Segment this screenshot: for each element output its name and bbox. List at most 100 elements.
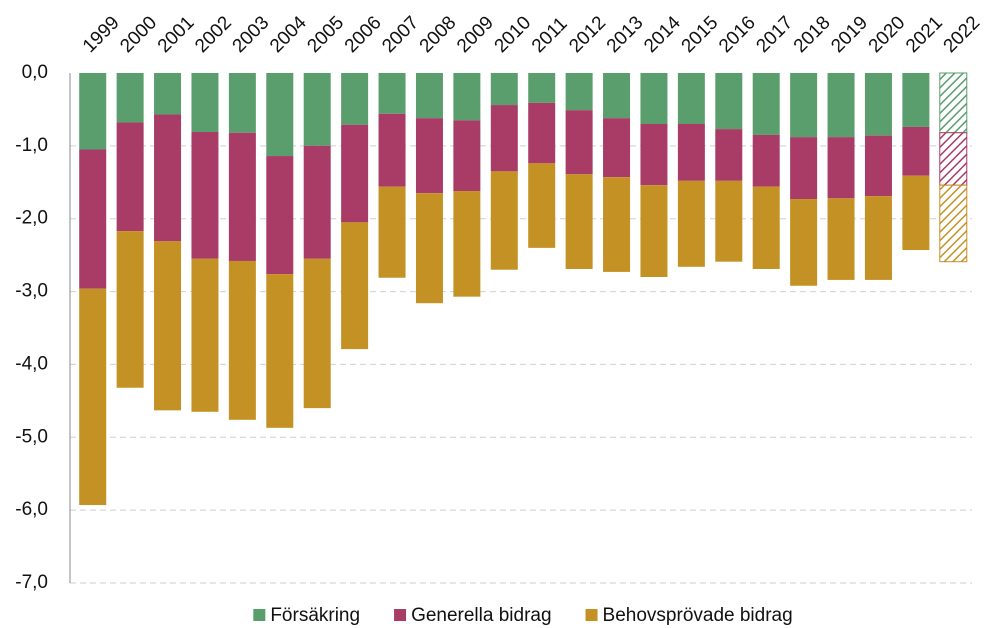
bar-segment bbox=[266, 156, 294, 275]
bar-segment bbox=[715, 180, 743, 262]
bar-segment bbox=[603, 73, 631, 119]
bar-segment bbox=[603, 177, 631, 272]
y-tick-label: -4,0 bbox=[15, 353, 48, 374]
bar-segment bbox=[415, 193, 443, 304]
bar-segment bbox=[902, 126, 930, 176]
bar-segment bbox=[79, 149, 107, 289]
y-tick-label: -7,0 bbox=[15, 572, 48, 593]
bar-segment bbox=[752, 73, 780, 135]
x-tick-label: 2008 bbox=[416, 12, 461, 57]
bar-segment bbox=[341, 73, 369, 125]
bar-segment bbox=[378, 186, 406, 278]
bar-segment bbox=[528, 102, 556, 164]
bar-segment bbox=[752, 134, 780, 187]
bar-segment bbox=[191, 73, 219, 133]
bar-segment bbox=[79, 288, 107, 506]
bar-segment bbox=[266, 274, 294, 428]
y-tick-label: -2,0 bbox=[15, 208, 48, 229]
bar-segment bbox=[490, 73, 518, 106]
bar-segment bbox=[939, 184, 968, 263]
bar-segment bbox=[603, 118, 631, 178]
legend-label: Försäkring bbox=[270, 605, 360, 626]
bar-segment bbox=[191, 132, 219, 259]
bar-segment bbox=[228, 132, 256, 261]
x-tick-label: 2013 bbox=[603, 12, 648, 57]
bar-segment bbox=[677, 180, 705, 267]
bar-segment bbox=[864, 135, 892, 197]
x-tick-label: 2006 bbox=[341, 12, 386, 57]
bar-segment bbox=[565, 73, 593, 111]
bar-segment bbox=[790, 73, 818, 138]
bar-segment bbox=[752, 186, 780, 269]
bar-segment bbox=[827, 137, 855, 199]
x-tick-label: 2005 bbox=[303, 12, 348, 57]
bar-segment bbox=[677, 73, 705, 124]
x-tick-label: 2017 bbox=[752, 12, 797, 57]
bar-segment bbox=[490, 171, 518, 270]
bar-segment bbox=[154, 73, 182, 115]
x-tick-label: 2022 bbox=[940, 12, 985, 57]
bar-segment bbox=[864, 73, 892, 136]
bar-segment bbox=[490, 105, 518, 172]
x-tick-label: 2002 bbox=[191, 12, 236, 57]
bar-segment bbox=[939, 72, 968, 134]
y-tick-label: -3,0 bbox=[15, 281, 48, 302]
bar-segment bbox=[341, 222, 369, 350]
bar-segment bbox=[378, 73, 406, 114]
bar-segment bbox=[640, 73, 668, 124]
x-tick-label: 2001 bbox=[154, 12, 199, 57]
x-tick-label: 2021 bbox=[902, 12, 947, 57]
bar-segment bbox=[453, 120, 481, 192]
bar-segment bbox=[715, 129, 743, 181]
bar-segment bbox=[677, 124, 705, 181]
x-tick-label: 2018 bbox=[790, 12, 835, 57]
x-tick-label: 2010 bbox=[491, 12, 536, 57]
bar-segment bbox=[116, 231, 144, 388]
x-tick-label: 2011 bbox=[528, 13, 572, 57]
bar-segment bbox=[341, 124, 369, 223]
bar-segment bbox=[303, 73, 331, 146]
bar-segment bbox=[266, 73, 294, 157]
x-tick-label: 2014 bbox=[640, 12, 685, 57]
legend-marker bbox=[253, 609, 266, 621]
bar-segment bbox=[640, 124, 668, 186]
bar-segment bbox=[79, 73, 107, 150]
bar-segment bbox=[902, 175, 930, 251]
bar-segment bbox=[565, 110, 593, 175]
legend-marker bbox=[394, 609, 407, 621]
bar-segment bbox=[303, 145, 331, 259]
bar-segment bbox=[565, 174, 593, 269]
x-tick-label: 2007 bbox=[378, 12, 423, 57]
bar-segment bbox=[154, 114, 182, 242]
x-tick-label: 2015 bbox=[678, 12, 723, 57]
bar-segment bbox=[790, 137, 818, 200]
bar-segment bbox=[902, 73, 930, 127]
bar-segment bbox=[864, 196, 892, 280]
x-tick-label: 2016 bbox=[715, 12, 760, 57]
bar-segment bbox=[453, 191, 481, 297]
y-tick-label: 0,0 bbox=[22, 62, 48, 83]
bar-segment bbox=[191, 258, 219, 412]
bar-segment bbox=[415, 118, 443, 194]
x-tick-label: 2019 bbox=[827, 12, 872, 57]
x-tick-label: 2009 bbox=[453, 12, 498, 57]
x-tick-label: 1999 bbox=[79, 12, 124, 57]
bar-segment bbox=[116, 73, 144, 123]
legend-label: Generella bidrag bbox=[411, 605, 551, 626]
bar-segment bbox=[715, 73, 743, 130]
x-tick-label: 2000 bbox=[116, 12, 161, 57]
x-tick-label: 2012 bbox=[565, 12, 610, 57]
bar-segment bbox=[827, 198, 855, 280]
bar-segment bbox=[827, 73, 855, 138]
bar-segment bbox=[453, 73, 481, 121]
bar-segment bbox=[790, 199, 818, 286]
bar-segment bbox=[303, 258, 331, 409]
bar-segment bbox=[640, 185, 668, 277]
y-tick-label: -5,0 bbox=[15, 426, 48, 447]
bar-segment bbox=[154, 241, 182, 411]
bar-segment bbox=[116, 122, 144, 232]
bar-segment bbox=[228, 260, 256, 420]
bar-segment bbox=[228, 73, 256, 133]
x-tick-label: 2020 bbox=[865, 12, 910, 57]
